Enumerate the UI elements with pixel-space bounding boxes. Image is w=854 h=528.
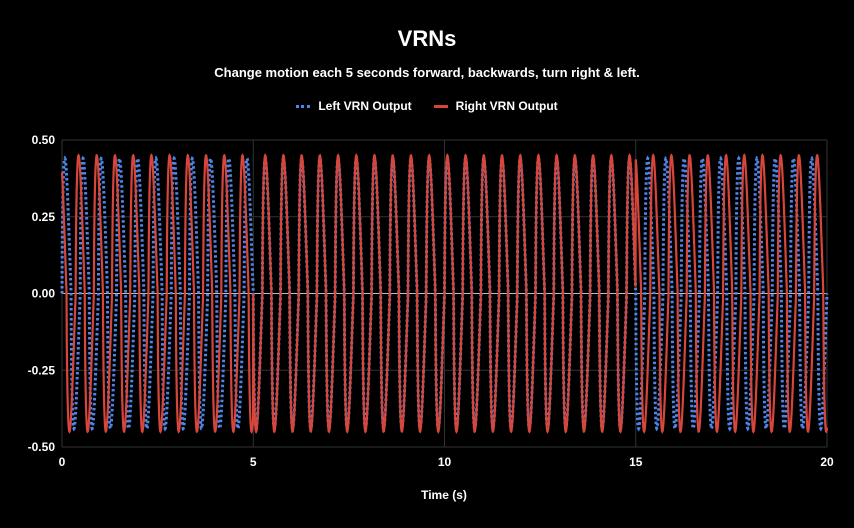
x-tick-label: 10 — [438, 455, 452, 469]
x-tick-label: 0 — [59, 455, 66, 469]
legend-swatch-right — [433, 104, 448, 108]
legend-item-left[interactable]: Left VRN Output — [296, 99, 412, 113]
y-tick-label: 0.00 — [32, 287, 56, 301]
x-tick-label: 5 — [250, 455, 257, 469]
y-tick-label: 0.50 — [32, 133, 56, 147]
legend-label-left: Left VRN Output — [318, 99, 412, 113]
legend: Left VRN Output Right VRN Output — [0, 99, 854, 113]
legend-item-right[interactable]: Right VRN Output — [433, 99, 558, 113]
y-tick-label: -0.25 — [28, 363, 56, 377]
x-tick-label: 20 — [820, 455, 834, 469]
chart-title: VRNs — [397, 26, 457, 51]
chart-subtitle: Change motion each 5 seconds forward, ba… — [214, 65, 640, 80]
legend-swatch-left — [296, 104, 311, 108]
legend-label-right: Right VRN Output — [455, 99, 558, 113]
y-tick-label: -0.50 — [28, 440, 56, 454]
y-tick-label: 0.25 — [32, 210, 56, 224]
x-axis-label: Time (s) — [421, 488, 467, 502]
series-right-vrn — [60, 153, 829, 434]
x-tick-label: 15 — [629, 455, 643, 469]
